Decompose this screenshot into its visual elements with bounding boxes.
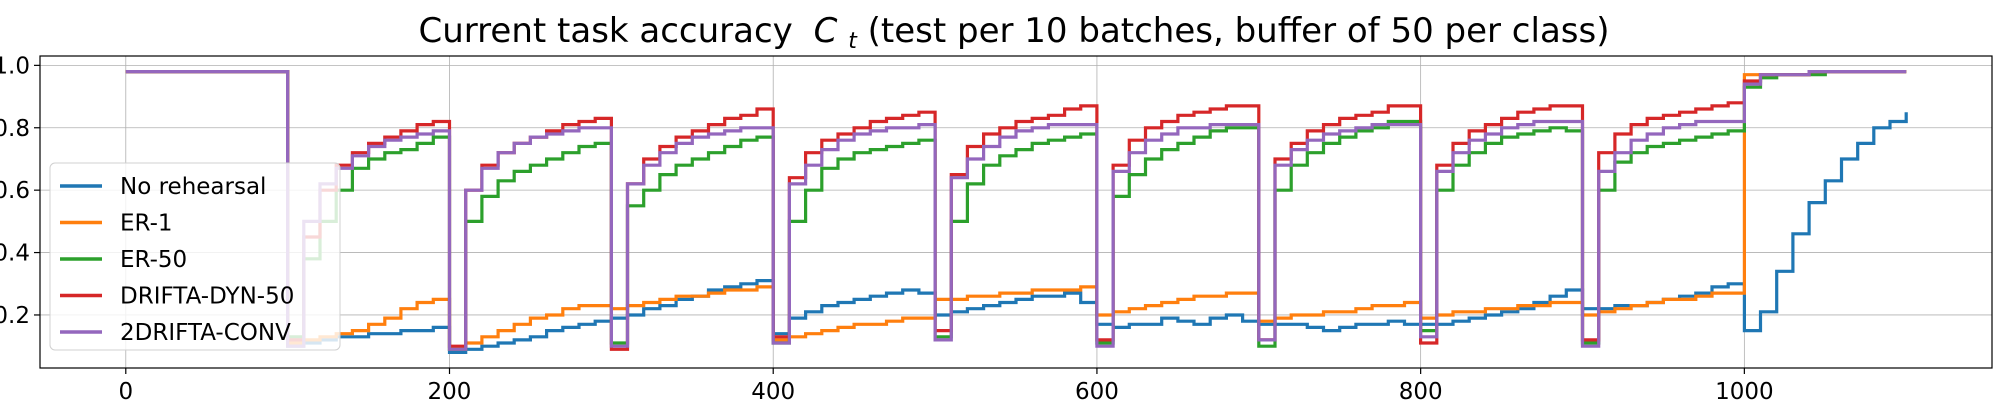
legend-label-3: ER-50	[120, 247, 187, 273]
legend-label-2: ER-1	[120, 211, 173, 237]
chart-title-var: C	[814, 11, 838, 51]
legend-label-5: 2DRIFTA-CONV	[120, 320, 291, 346]
y-tick-label: 1.0	[0, 53, 30, 79]
chart-title-sub: t	[848, 29, 858, 54]
chart-title-suffix: (test per 10 batches, buffer of 50 per c…	[868, 11, 1610, 51]
legend-label-1: No rehearsal	[120, 174, 266, 200]
x-tick-label: 200	[428, 379, 472, 400]
y-tick-label: 0.8	[0, 116, 30, 142]
chart-title-text: Current task accuracy	[419, 11, 793, 51]
y-tick-label: 0.2	[0, 303, 30, 329]
x-tick-label: 1000	[1715, 379, 1774, 400]
x-tick-label: 400	[751, 379, 795, 400]
chart-title: Current task accuracy C t (test per 10 b…	[419, 11, 1610, 57]
x-tick-label: 600	[1075, 379, 1119, 400]
plot-background	[40, 56, 1992, 368]
legend-box	[49, 162, 341, 351]
axes-frame	[39, 55, 1993, 369]
x-tick-label: 0	[118, 379, 133, 400]
y-tick-label: 0.4	[0, 241, 30, 267]
series-line-5	[125, 70, 1907, 351]
legend-label-4: DRIFTA-DYN-50	[120, 284, 294, 310]
x-tick-label: 800	[1399, 379, 1443, 400]
y-tick-label: 0.6	[0, 178, 30, 204]
plot-area: 0 200 400 600 800 1000 0.2 0.4 0.6 0.8 1.0 No rehea…	[0, 53, 1993, 404]
